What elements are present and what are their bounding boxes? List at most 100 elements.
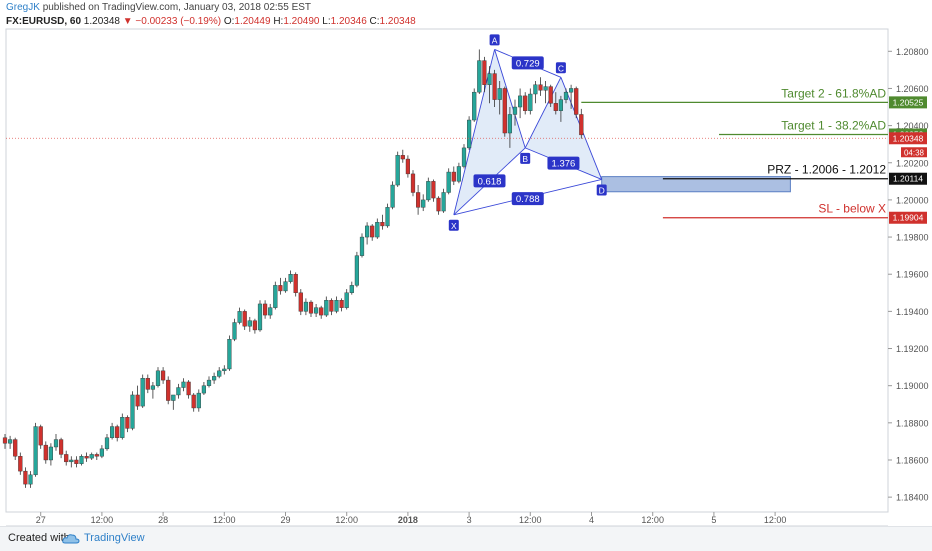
y-tick-label: 1.18400	[896, 493, 929, 503]
leg-ab	[494, 49, 526, 149]
candle-body	[405, 158, 410, 175]
level-price-tag-text: 1.20114	[893, 174, 923, 184]
candle-body	[293, 274, 298, 293]
candle-body	[130, 394, 135, 429]
price-chart[interactable]: 1.20800 1.20600 1.20400 1.20200 1.20000 1.198…	[0, 0, 932, 526]
candle-body	[298, 292, 303, 312]
x-tick-label: 12:00	[641, 515, 664, 525]
x-tick-label: 28	[158, 515, 168, 525]
x-tick-label: 5	[711, 515, 716, 525]
candle-body	[395, 155, 400, 186]
x-tick-label: 12:00	[91, 515, 114, 525]
candle-body	[268, 307, 273, 316]
x-tick-label: 29	[280, 515, 290, 525]
level-price-tag-text: 1.19904	[893, 213, 924, 223]
level-label: PRZ - 1.2006 - 1.2012	[767, 163, 886, 177]
candle-body	[196, 392, 201, 409]
candle-body	[79, 456, 84, 464]
candle-body	[201, 385, 206, 394]
candle-body	[344, 292, 349, 308]
y-tick-label: 1.20800	[896, 47, 929, 57]
level-label: Target 1 - 38.2%AD	[781, 119, 886, 133]
pattern-fill-bcd	[525, 77, 602, 180]
harmonic-pattern: 0.729 0.618 1.376 0.788 X A B C D	[448, 34, 607, 231]
pattern-point-label: D	[599, 185, 605, 195]
candle-body	[257, 303, 263, 331]
candle-body	[43, 444, 48, 461]
candle-body	[579, 114, 584, 136]
candle-body	[278, 285, 283, 292]
symbol-label: FX:EURUSD, 60	[6, 16, 82, 27]
ratio-label: 1.376	[552, 159, 576, 170]
candle-body	[461, 147, 467, 167]
candle-body	[308, 301, 314, 314]
ohlc-o-label: O:	[223, 16, 235, 27]
candle-body	[518, 95, 523, 108]
candle-body	[324, 300, 329, 316]
candle-body	[99, 448, 104, 457]
candle-body	[512, 106, 518, 115]
candle-body	[456, 166, 461, 182]
candle-body	[477, 60, 482, 93]
pattern-point-badge	[555, 62, 566, 74]
prz-zone	[601, 176, 791, 193]
candle-body	[523, 95, 528, 111]
candle-body	[160, 370, 166, 381]
x-tick-label: 12:00	[213, 515, 236, 525]
candle-body	[38, 426, 43, 446]
y-tick-label: 1.18600	[896, 455, 929, 465]
candle-body	[502, 88, 507, 134]
candle-body	[451, 171, 456, 182]
candle-body	[13, 439, 18, 457]
candle-body	[135, 394, 140, 407]
ohlc-close: 1.20348	[379, 16, 416, 27]
candle-body	[263, 303, 268, 316]
candle-body	[400, 155, 405, 160]
ratio-badge	[473, 174, 506, 188]
publish-text: published on TradingView.com, January 03…	[42, 2, 312, 13]
pattern-point-badge	[448, 219, 459, 231]
candle-body	[507, 114, 512, 134]
ohlc-open: 1.20449	[234, 16, 271, 27]
candle-body	[370, 225, 375, 238]
candle-body	[48, 446, 53, 461]
candle-body	[33, 426, 38, 476]
candle-body	[155, 370, 161, 386]
pattern-point-label: X	[451, 221, 457, 231]
leg-bc	[524, 77, 562, 149]
candle-body	[222, 368, 227, 372]
candle-body	[553, 103, 558, 111]
candle-body	[176, 387, 181, 396]
ohlc-c-label: C:	[369, 16, 380, 27]
candle-body	[7, 439, 13, 444]
candle-body	[237, 311, 242, 323]
candle-body	[426, 181, 431, 201]
candle-body	[288, 274, 293, 282]
candle-body	[166, 379, 171, 401]
x-tick-label: 12:00	[335, 515, 358, 525]
candle-body	[492, 73, 497, 100]
level-price-tag	[889, 172, 927, 185]
candle-body	[365, 225, 370, 238]
ratio-badge	[547, 156, 580, 170]
y-tick-label: 1.20000	[896, 195, 929, 205]
candle-body	[64, 454, 69, 463]
candle-body	[2, 437, 8, 444]
y-tick-label: 1.20600	[896, 84, 929, 94]
candle-body	[227, 339, 232, 370]
last-price-tag	[889, 132, 927, 145]
candle-body	[354, 255, 359, 286]
down-arrow-icon: ▼	[122, 16, 133, 27]
candle-body	[53, 439, 59, 448]
candle-body	[186, 381, 191, 396]
countdown-tag	[901, 147, 927, 158]
author-link[interactable]: GregJK	[6, 2, 40, 13]
ratio-label: 0.618	[478, 176, 502, 187]
candle-body	[150, 385, 155, 390]
tradingview-link[interactable]: TradingView	[84, 532, 145, 544]
candle-body	[487, 73, 492, 85]
candle-body	[211, 376, 217, 381]
candle-body	[206, 379, 212, 386]
candle-body	[533, 84, 538, 95]
candle-body	[390, 184, 395, 208]
